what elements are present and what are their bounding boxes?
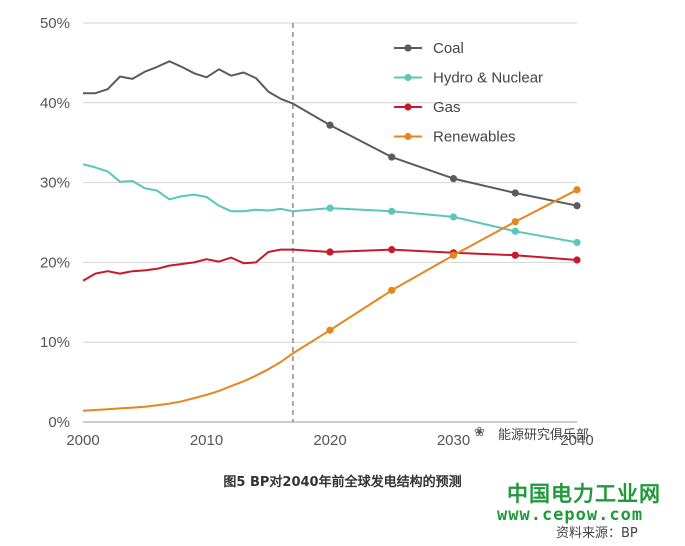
y-tick-label: 10% — [40, 334, 70, 351]
watermark-text: 能源研究俱乐部 — [498, 428, 590, 443]
line-chart: 0% 10% 20% 30% 40% 50% 2000 2010 2020 2030 2040 C… — [40, 15, 594, 449]
legend-label-gas: Gas — [433, 99, 461, 116]
hydro-nuclear-line — [82, 163, 578, 244]
x-tick-label: 2020 — [313, 432, 346, 449]
coal-point — [449, 175, 458, 183]
legend-label-hydro-nuclear: Hydro & Nuclear — [433, 70, 543, 87]
brand-url[interactable]: www.cepow.com — [497, 505, 644, 525]
renewables-point — [573, 186, 581, 194]
coal-point — [511, 189, 519, 197]
legend-label-renewables: Renewables — [433, 129, 516, 146]
y-tick-label: 0% — [48, 414, 70, 431]
legend-marker-hydro-nuclear — [404, 73, 412, 82]
y-tick-label: 20% — [40, 254, 70, 271]
renewables-point — [326, 326, 334, 334]
y-tick-label: 40% — [40, 95, 70, 112]
hydro-nuclear-point — [388, 207, 396, 215]
source-note: 资料来源：BP — [556, 526, 638, 541]
coal-point — [388, 153, 396, 161]
coal-point — [326, 121, 334, 129]
figure-caption: 图5 BP对2040年前全球发电结构的预测 — [223, 475, 462, 490]
y-axis-ticks: 0% 10% 20% 30% 40% 50% — [40, 15, 70, 431]
legend-marker-renewables — [404, 132, 412, 141]
renewables-line — [82, 188, 578, 412]
gas-line — [82, 248, 578, 282]
gridlines — [83, 22, 577, 423]
series-layer — [82, 60, 581, 412]
x-axis-ticks: 2000 2010 2020 2030 2040 — [66, 432, 593, 449]
gas-point — [573, 256, 581, 264]
legend-marker-gas — [404, 103, 412, 111]
y-tick-label: 30% — [40, 175, 70, 192]
legend-marker-coal — [404, 44, 412, 52]
hydro-nuclear-point — [511, 227, 519, 235]
hydro-nuclear-point — [449, 213, 458, 221]
gas-point — [326, 248, 334, 256]
gas-point — [388, 246, 396, 254]
x-tick-label: 2030 — [437, 432, 470, 449]
renewables-point — [511, 218, 519, 226]
hydro-nuclear-point — [573, 238, 581, 247]
x-tick-label: 2010 — [190, 432, 223, 449]
y-tick-label: 50% — [40, 15, 70, 32]
coal-point — [573, 202, 581, 210]
brand-name: 中国电力工业网 — [507, 482, 661, 506]
x-tick-label: 2040 — [560, 432, 593, 449]
renewables-point — [388, 286, 396, 294]
legend: Coal Hydro & Nuclear Gas Renewables — [394, 40, 543, 146]
hydro-nuclear-point — [326, 204, 334, 212]
renewables-point — [449, 251, 458, 259]
legend-label-coal: Coal — [433, 40, 464, 57]
x-tick-label: 2000 — [66, 432, 99, 449]
wechat-icon: ❀ — [474, 425, 485, 440]
gas-point — [511, 251, 519, 259]
coal-line — [83, 60, 578, 207]
